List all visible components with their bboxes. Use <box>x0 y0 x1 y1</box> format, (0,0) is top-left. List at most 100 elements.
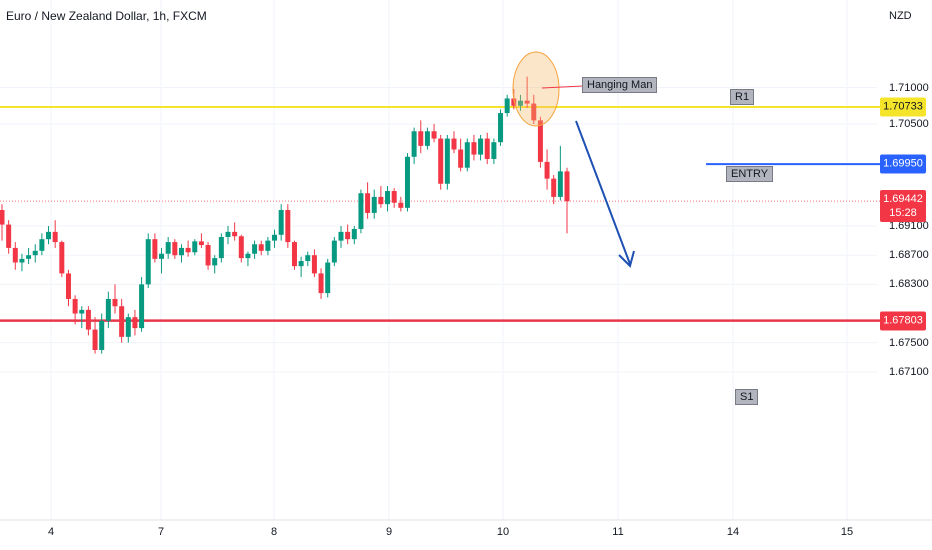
candle-body <box>517 100 523 106</box>
candle-body <box>551 178 557 197</box>
level-lines <box>0 106 880 322</box>
entry-price-tag: 1.69950 <box>880 154 926 174</box>
y-tick-label: 1.71000 <box>889 81 929 94</box>
candle-body <box>192 241 198 253</box>
last-price-tag: 1.69442 15:28 <box>880 190 926 223</box>
candle-body <box>258 244 264 251</box>
candle-body <box>79 309 85 314</box>
candle-body <box>159 253 165 259</box>
candle-body <box>125 317 131 337</box>
y-tick-label: 1.68300 <box>889 278 929 291</box>
candle-body <box>351 228 357 240</box>
x-tick-label: 8 <box>270 526 278 538</box>
r1-label: R1 <box>730 89 755 105</box>
candle-body <box>544 161 550 179</box>
candle-body <box>278 210 284 235</box>
candle-body <box>198 241 204 245</box>
x-tick-label: 10 <box>496 526 510 538</box>
candle-body <box>458 149 464 168</box>
x-tick-label: 14 <box>726 526 740 538</box>
candle-body <box>451 138 457 150</box>
r1-price-tag: 1.70733 <box>880 97 926 117</box>
candle-body <box>398 202 404 208</box>
candle-body <box>438 138 444 184</box>
candle-body <box>557 171 563 197</box>
last-price-value: 1.69442 <box>883 193 923 206</box>
candle-body <box>185 247 191 253</box>
candle-body <box>139 284 145 329</box>
y-tick-label: 1.67500 <box>889 336 929 349</box>
candle-body <box>524 100 530 104</box>
y-tick-label: 1.70500 <box>889 117 929 130</box>
candle-body <box>272 234 278 241</box>
annotation-layer <box>512 51 635 268</box>
candles <box>0 76 570 354</box>
candle-body <box>39 239 45 251</box>
candle-body <box>225 231 231 237</box>
candle-body <box>205 244 211 266</box>
candle-body <box>152 239 158 259</box>
candle-body <box>464 142 470 168</box>
candle-body <box>26 255 32 259</box>
x-tick-label: 4 <box>47 526 55 538</box>
candle-body <box>19 258 25 263</box>
candle-body <box>92 329 98 350</box>
candle-body <box>564 171 570 202</box>
candle-body <box>478 138 484 155</box>
candle-body <box>491 142 497 159</box>
candle-body <box>112 298 118 307</box>
candle-body <box>46 231 52 240</box>
hanging-man-highlight <box>512 51 560 127</box>
bar-countdown: 15:28 <box>889 207 917 220</box>
candle-body <box>444 138 450 184</box>
candle-body <box>411 131 417 157</box>
candle-body <box>331 240 337 263</box>
forecast-arrowhead <box>618 250 635 268</box>
candle-body <box>212 258 218 266</box>
x-tick-label: 15 <box>840 526 854 538</box>
hanging-man-pointer <box>541 85 584 89</box>
candle-body <box>391 191 397 203</box>
candle-body <box>65 273 71 299</box>
s1-price-tag: 1.67803 <box>880 311 926 331</box>
candle-body <box>291 242 297 267</box>
candle-body <box>378 196 384 205</box>
candle-body <box>72 298 78 314</box>
candle-body <box>32 250 38 256</box>
y-tick-label: 1.68700 <box>889 249 929 262</box>
candle-body <box>471 142 477 155</box>
candle-body <box>305 255 311 262</box>
candle-body <box>145 239 151 285</box>
grid-lines <box>0 0 932 521</box>
candle-body <box>345 231 351 240</box>
currency-label: NZD <box>889 10 912 22</box>
candle-body <box>431 131 437 139</box>
candle-body <box>531 103 537 121</box>
x-tick-label: 7 <box>157 526 165 538</box>
candle-body <box>338 231 344 241</box>
y-tick-label: 1.67100 <box>889 365 929 378</box>
candle-body <box>99 320 105 350</box>
candle-body <box>132 317 138 329</box>
candle-body <box>365 193 371 213</box>
candle-body <box>404 156 410 208</box>
candle-body <box>218 236 224 259</box>
candle-body <box>59 242 65 274</box>
candle-body <box>371 196 377 213</box>
candle-body <box>424 131 430 146</box>
candle-body <box>285 210 291 243</box>
candle-body <box>232 231 238 237</box>
candle-body <box>504 98 510 114</box>
candle-body <box>12 247 18 263</box>
candle-body <box>358 193 364 229</box>
candle-body <box>498 113 504 143</box>
candle-body <box>318 273 324 294</box>
hanging-man-label: Hanging Man <box>582 77 658 93</box>
candle-body <box>245 253 251 259</box>
candle-body <box>511 98 517 106</box>
x-tick-label: 9 <box>385 526 393 538</box>
candle-body <box>298 261 304 267</box>
entry-label: ENTRY <box>726 166 774 182</box>
